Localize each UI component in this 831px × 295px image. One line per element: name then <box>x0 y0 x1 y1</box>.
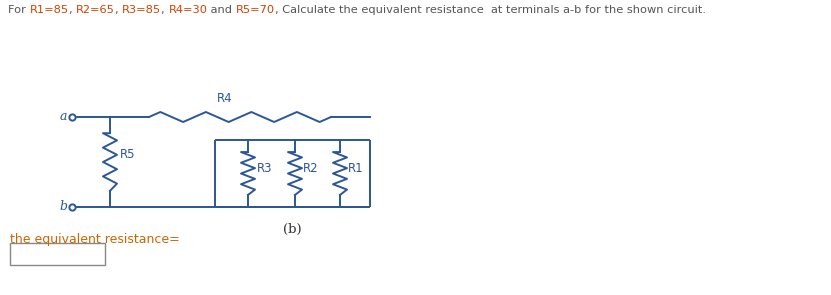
Text: b: b <box>59 201 67 214</box>
Text: R5: R5 <box>120 148 135 160</box>
Text: R3=85: R3=85 <box>122 5 161 15</box>
Text: R4=30: R4=30 <box>169 5 208 15</box>
Text: R1=85: R1=85 <box>29 5 69 15</box>
Text: ,: , <box>69 5 76 15</box>
Text: R1: R1 <box>348 162 364 175</box>
Text: R5=70: R5=70 <box>236 5 275 15</box>
Text: For: For <box>8 5 29 15</box>
Text: R3: R3 <box>257 162 273 175</box>
Text: R4: R4 <box>217 92 233 105</box>
Text: R2: R2 <box>303 162 318 175</box>
FancyBboxPatch shape <box>10 243 105 265</box>
Text: (b): (b) <box>283 223 302 236</box>
Text: , Calculate the equivalent resistance  at terminals a-b for the shown circuit.: , Calculate the equivalent resistance at… <box>275 5 706 15</box>
Text: the equivalent resistance=: the equivalent resistance= <box>10 234 179 247</box>
Text: ,: , <box>161 5 169 15</box>
Text: a: a <box>60 111 67 124</box>
Text: ,: , <box>115 5 122 15</box>
Text: and: and <box>208 5 236 15</box>
Text: R2=65: R2=65 <box>76 5 115 15</box>
